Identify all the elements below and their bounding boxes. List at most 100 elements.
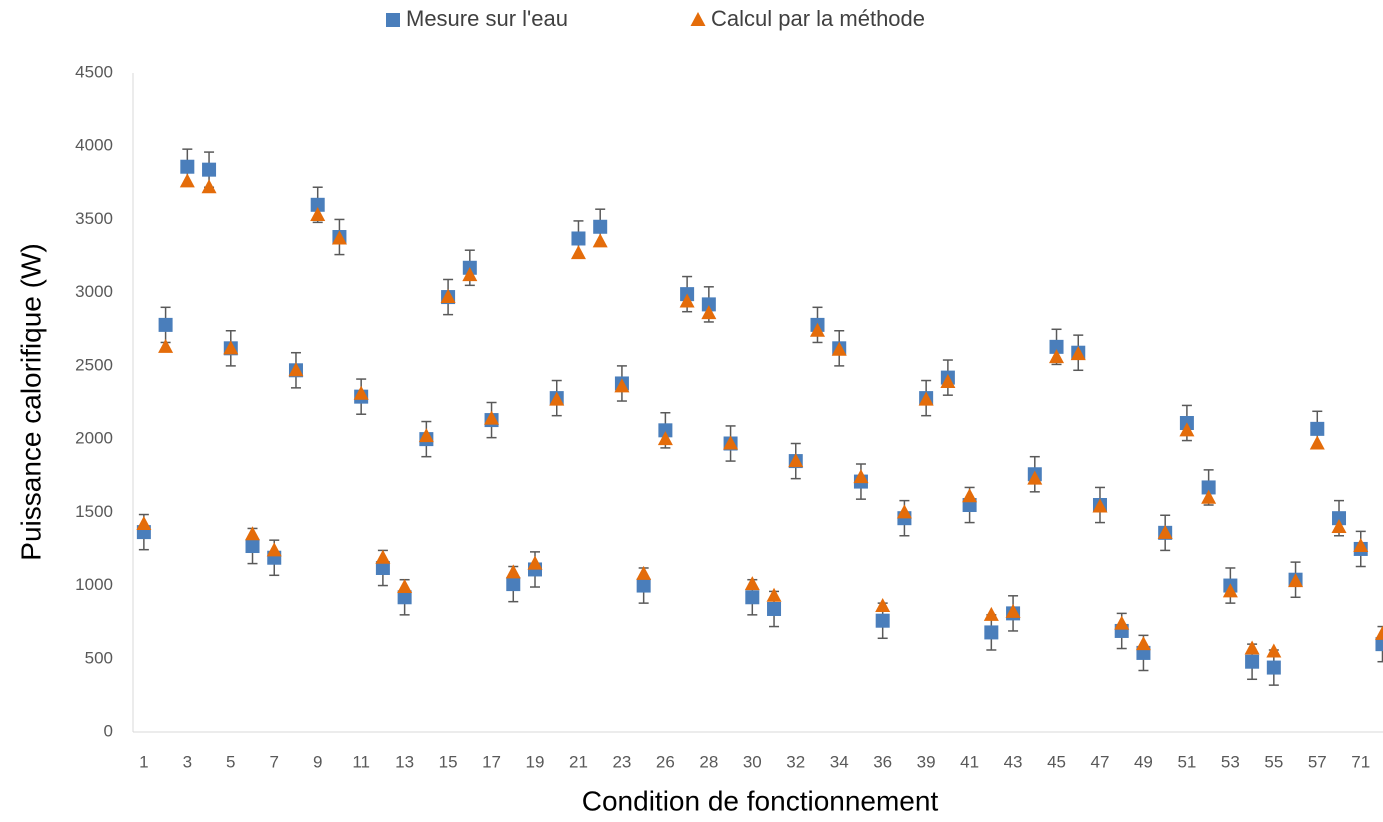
marker-square [571,231,586,246]
legend-label: Calcul par la méthode [711,6,925,31]
marker-square [375,560,390,575]
legend-label: Mesure sur l'eau [406,6,568,31]
marker-triangle [744,576,760,591]
marker-square [875,613,890,628]
marker-square [984,625,999,640]
marker-square [1266,660,1281,675]
x-tick-label: 7 [270,752,279,771]
x-tick-label: 32 [786,752,805,771]
marker-square [636,578,651,593]
marker-triangle [1374,625,1383,640]
y-tick-label: 4000 [75,136,113,155]
marker-triangle [723,435,739,450]
marker-triangle [158,338,174,353]
y-tick-label: 1000 [75,575,113,594]
marker-square [158,317,173,332]
marker-triangle [1222,583,1238,598]
marker-triangle [331,230,347,245]
marker-triangle [505,564,521,579]
marker-square [745,590,760,605]
x-tick-label: 57 [1308,752,1327,771]
marker-triangle [462,267,478,282]
legend-swatch [386,13,400,27]
marker-triangle [397,579,413,594]
x-tick-label: 13 [395,752,414,771]
marker-triangle [1092,498,1108,513]
marker-triangle [592,233,608,248]
marker-triangle [1157,524,1173,539]
marker-triangle [353,385,369,400]
x-tick-label: 26 [656,752,675,771]
marker-triangle [809,322,825,337]
marker-triangle [484,410,500,425]
x-tick-label: 34 [830,752,849,771]
marker-square [701,297,716,312]
x-tick-label: 15 [439,752,458,771]
marker-triangle [875,598,891,613]
marker-triangle [223,340,239,355]
x-axis-title: Condition de fonctionnement [582,785,939,816]
marker-triangle [766,587,782,602]
marker-triangle [983,606,999,621]
marker-triangle [201,179,217,194]
marker-triangle [1288,573,1304,588]
marker-triangle [1179,422,1195,437]
marker-triangle [288,362,304,377]
marker-triangle [679,293,695,308]
x-tick-label: 53 [1221,752,1240,771]
marker-square [767,601,782,616]
marker-triangle [614,378,630,393]
marker-triangle [788,453,804,468]
marker-triangle [375,549,391,564]
y-tick-label: 0 [104,721,113,740]
marker-triangle [940,373,956,388]
marker-triangle [636,565,652,580]
marker-triangle [1266,643,1282,658]
x-tick-label: 1 [139,752,148,771]
y-tick-label: 3500 [75,209,113,228]
marker-square [245,539,260,554]
x-tick-label: 21 [569,752,588,771]
marker-triangle [527,555,543,570]
marker-triangle [418,428,434,443]
marker-square [202,162,217,177]
marker-triangle [179,173,195,188]
marker-triangle [310,207,326,222]
marker-triangle [962,488,978,503]
y-tick-label: 2000 [75,429,113,448]
marker-triangle [440,289,456,304]
x-tick-label: 23 [612,752,631,771]
marker-triangle [918,391,934,406]
x-tick-label: 71 [1351,752,1370,771]
y-axis-title: Puissance calorifique (W) [15,243,46,560]
x-tick-label: 51 [1177,752,1196,771]
y-tick-label: 4500 [75,62,113,81]
marker-square [593,219,608,234]
x-tick-label: 28 [699,752,718,771]
marker-triangle [266,542,282,557]
y-tick-label: 500 [85,648,113,667]
x-tick-label: 17 [482,752,501,771]
marker-triangle [1201,489,1217,504]
marker-triangle [570,245,586,260]
marker-triangle [701,305,717,320]
y-tick-label: 3000 [75,282,113,301]
x-tick-label: 45 [1047,752,1066,771]
x-tick-label: 49 [1134,752,1153,771]
marker-square [1049,339,1064,354]
x-tick-label: 36 [873,752,892,771]
x-tick-label: 5 [226,752,235,771]
x-tick-label: 55 [1264,752,1283,771]
x-tick-label: 9 [313,752,322,771]
marker-triangle [1309,435,1325,450]
x-tick-label: 41 [960,752,979,771]
marker-triangle [1331,518,1347,533]
marker-triangle [896,504,912,519]
marker-triangle [1005,603,1021,618]
marker-square [1245,654,1260,669]
marker-square [506,577,521,592]
marker-triangle [245,526,261,541]
marker-triangle [853,469,869,484]
y-tick-label: 2500 [75,355,113,374]
